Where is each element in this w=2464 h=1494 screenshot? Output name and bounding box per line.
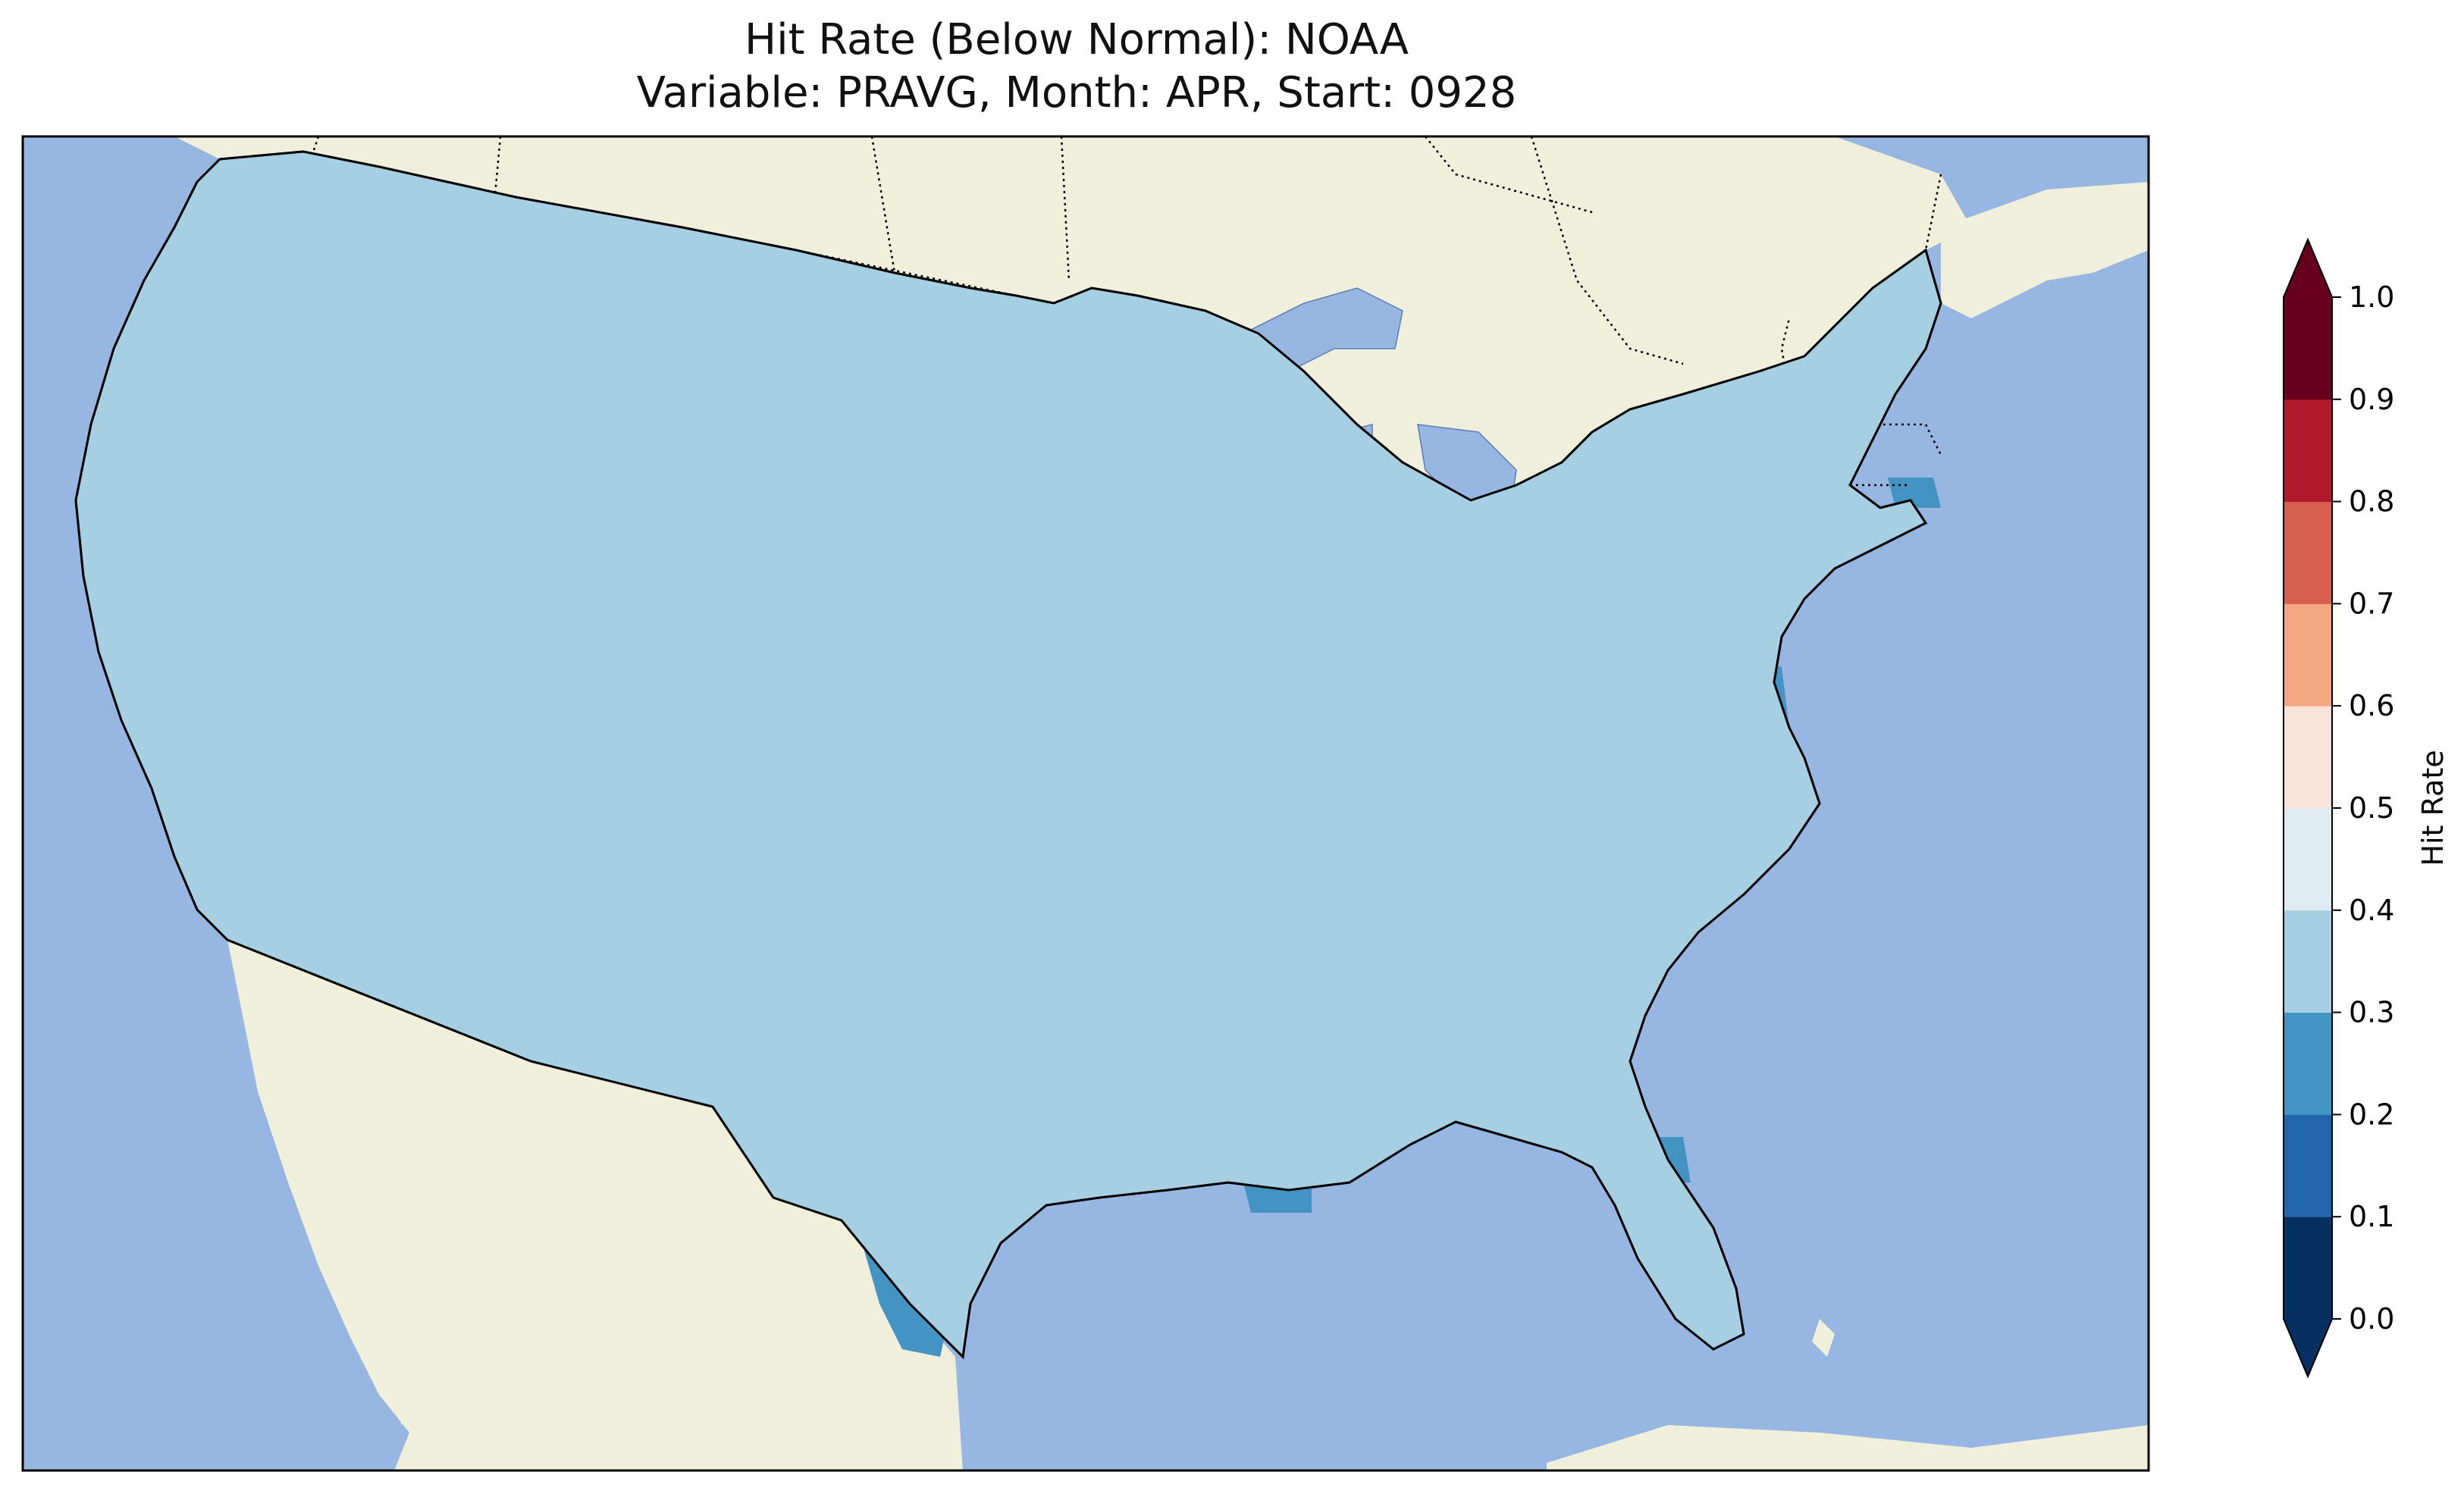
colorbar-tick-label: 0.7 [2349, 587, 2394, 620]
bahamas-land [1812, 1319, 1835, 1357]
map-area [23, 136, 2149, 1471]
colorbar-tick-label: 1.0 [2349, 280, 2394, 314]
colorbar-band-2 [2284, 1012, 2332, 1115]
colorbar-band-8 [2284, 399, 2332, 503]
baja-land [250, 955, 425, 1425]
colorbar-band-6 [2284, 603, 2332, 706]
map-frame [21, 135, 2150, 1472]
colorbar-extend-min [2284, 1319, 2332, 1377]
colorbar-band-0 [2284, 1217, 2332, 1320]
maritimes-land [1941, 182, 2149, 318]
colorbar-tick-label: 0.4 [2349, 894, 2394, 927]
patch-new-england [1888, 478, 1941, 508]
colorbar-tick-label: 0.2 [2349, 1098, 2394, 1131]
colorbar-tick-label: 0.6 [2349, 689, 2394, 722]
colorbar-tick-label: 0.8 [2349, 485, 2394, 518]
colorbar-band-7 [2284, 501, 2332, 604]
colorbar-tick-label: 0.9 [2349, 383, 2394, 416]
colorbar-band-4 [2284, 808, 2332, 911]
colorbar: 0.0 0.1 0.2 0.3 0.4 0.5 0.6 0.7 0.8 0.9 1.0 Hit Rat… [2283, 237, 2450, 1379]
canada-land [174, 136, 1971, 500]
chart-title: Hit Rate (Below Normal): NOAA Variable: … [0, 14, 2153, 120]
colorbar-tick-label: 0.0 [2349, 1302, 2394, 1336]
colorbar-band-1 [2284, 1114, 2332, 1217]
colorbar-tick-label: 0.3 [2349, 996, 2394, 1029]
cuba-land [1547, 1425, 2149, 1471]
country-borders [302, 136, 1942, 365]
title-line-2: Variable: PRAVG, Month: APR, Start: 0928 [636, 68, 1517, 117]
colorbar-band-5 [2284, 706, 2332, 809]
title-line-1: Hit Rate (Below Normal): NOAA [744, 15, 1409, 64]
colorbar-band-3 [2284, 910, 2332, 1013]
colorbar-tick-label: 0.1 [2349, 1200, 2394, 1233]
colorbar-tick-label: 0.5 [2349, 791, 2394, 825]
colorbar-label: Hit Rate [2416, 750, 2450, 866]
colorbar-band-9 [2284, 297, 2332, 400]
colorbar-extend-max [2284, 240, 2332, 297]
